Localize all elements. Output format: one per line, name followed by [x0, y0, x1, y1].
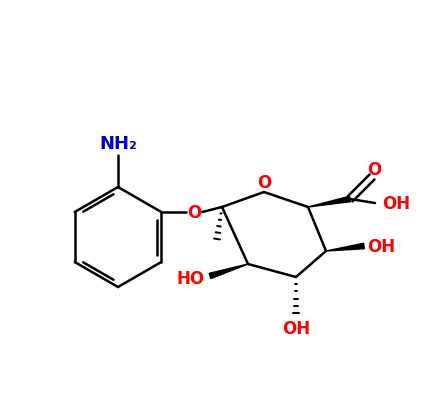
Text: HO: HO — [177, 269, 205, 287]
Polygon shape — [326, 244, 364, 252]
Text: OH: OH — [382, 194, 410, 213]
Text: OH: OH — [282, 319, 310, 337]
Text: NH₂: NH₂ — [99, 135, 137, 153]
Text: O: O — [367, 161, 381, 179]
Polygon shape — [209, 264, 248, 279]
Text: O: O — [187, 203, 202, 222]
Polygon shape — [308, 197, 350, 207]
Text: OH: OH — [367, 237, 395, 256]
Text: O: O — [257, 174, 271, 192]
